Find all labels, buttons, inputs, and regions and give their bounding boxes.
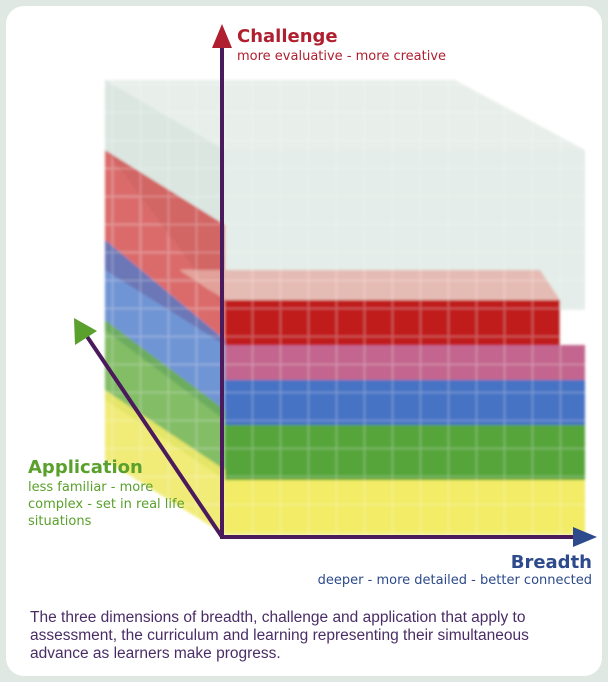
application-subtitle: less familiar - more complex - set in re… — [28, 480, 185, 529]
application-arrowhead — [74, 318, 97, 345]
diagram-caption: The three dimensions of breadth, challen… — [30, 609, 529, 662]
breadth-subtitle: deeper - more detailed - better connecte… — [317, 573, 592, 588]
axes — [74, 24, 597, 547]
challenge-subtitle: more evaluative - more creative — [237, 49, 447, 64]
application-axis — [84, 333, 224, 539]
cube-layers — [105, 80, 585, 535]
application-title: Application — [28, 457, 143, 478]
challenge-arrowhead — [212, 24, 232, 48]
breadth-arrowhead — [573, 527, 597, 547]
cube-grid-texture — [105, 80, 585, 535]
challenge-title: Challenge — [237, 26, 338, 47]
breadth-title: Breadth — [510, 552, 592, 573]
